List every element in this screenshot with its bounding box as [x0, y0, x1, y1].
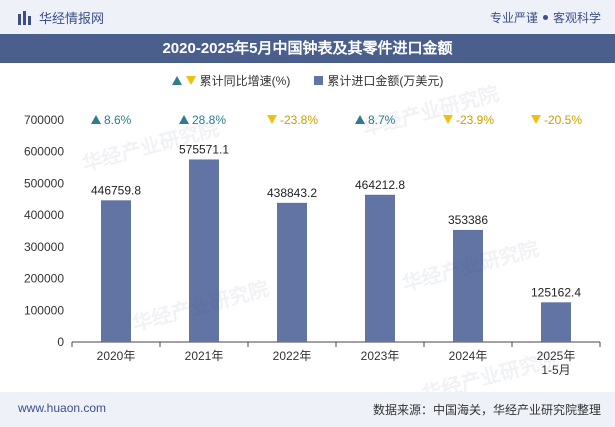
legend-item-growth: 累计同比增速(%) — [171, 72, 291, 89]
dot-separator-icon — [542, 15, 548, 21]
bar-chart-logo-icon — [18, 10, 31, 25]
growth-value-label: -23.9% — [456, 113, 494, 127]
x-tick-label: 2020年 — [97, 349, 136, 363]
bar-value-label: 575571.1 — [179, 142, 229, 156]
x-tick-label: 2021年 — [185, 349, 224, 363]
growth-up-marker — [355, 115, 365, 124]
growth-up-marker — [91, 115, 101, 124]
legend-growth-label: 累计同比增速(%) — [199, 74, 291, 88]
slogan: 专业严谨 客观科学 — [490, 9, 601, 26]
x-tick-label: 1-5月 — [541, 363, 570, 377]
brand-name: 华经情报网 — [39, 11, 105, 26]
y-tick-label: 600000 — [24, 145, 64, 159]
y-tick-label: 200000 — [24, 272, 64, 286]
bar — [189, 159, 219, 342]
bar — [365, 194, 395, 342]
triangle-down-icon — [185, 76, 196, 85]
x-tick-label: 2025年 — [537, 349, 576, 363]
x-tick-label: 2023年 — [361, 349, 400, 363]
y-tick-label: 400000 — [24, 208, 64, 222]
growth-value-label: 8.6% — [104, 113, 132, 127]
legend-item-amount: 累计进口金额(万美元) — [314, 72, 443, 89]
bar — [277, 202, 307, 342]
y-tick-label: 500000 — [24, 176, 64, 190]
bar-value-label: 353386 — [448, 213, 488, 227]
growth-down-marker — [267, 115, 277, 124]
y-tick-label: 300000 — [24, 240, 64, 254]
chart-legend: 累计同比增速(%) 累计进口金额(万美元) — [0, 72, 615, 89]
chart-plot: 0 100000 200000 300000 400000 500000 600000 700… — [24, 113, 601, 377]
growth-down-marker — [443, 115, 453, 124]
bar — [101, 200, 131, 342]
bar-value-label: 438843.2 — [267, 186, 317, 200]
x-tick-label: 2024年 — [449, 349, 488, 363]
growth-value-label: -23.8% — [280, 113, 318, 127]
x-tick-label: 2022年 — [273, 349, 312, 363]
brand[interactable]: 华经情报网 — [17, 8, 104, 27]
y-tick-label: 0 — [57, 335, 64, 349]
slogan-left: 专业严谨 — [489, 11, 538, 25]
y-tick-label: 100000 — [24, 303, 64, 317]
growth-down-marker — [531, 115, 541, 124]
bar-value-label: 446759.8 — [91, 183, 141, 197]
growth-up-marker — [179, 115, 189, 124]
bar-value-label: 464212.8 — [355, 178, 405, 192]
footer: www.huaon.com 数据来源：中国海关，华经产业研究院整理 — [0, 392, 615, 427]
bar-square-icon — [314, 76, 324, 85]
growth-value-label: -20.5% — [544, 113, 582, 127]
bar-value-label: 125162.4 — [531, 285, 581, 299]
footer-source: 数据来源：中国海关，华经产业研究院整理 — [372, 403, 601, 417]
bar — [453, 229, 483, 342]
legend-amount-label: 累计进口金额(万美元) — [327, 74, 444, 88]
y-tick-label: 700000 — [24, 113, 64, 127]
chart-title: 2020-2025年5月中国钟表及其零件进口金额 — [0, 34, 615, 63]
top-bar: 华经情报网 专业严谨 客观科学 — [0, 0, 615, 34]
triangle-up-icon — [171, 76, 182, 85]
growth-value-label: 8.7% — [368, 113, 396, 127]
growth-value-label: 28.8% — [192, 113, 226, 127]
footer-url[interactable]: www.huaon.com — [18, 401, 107, 415]
bar — [541, 302, 571, 342]
slogan-right: 客观科学 — [552, 11, 601, 25]
